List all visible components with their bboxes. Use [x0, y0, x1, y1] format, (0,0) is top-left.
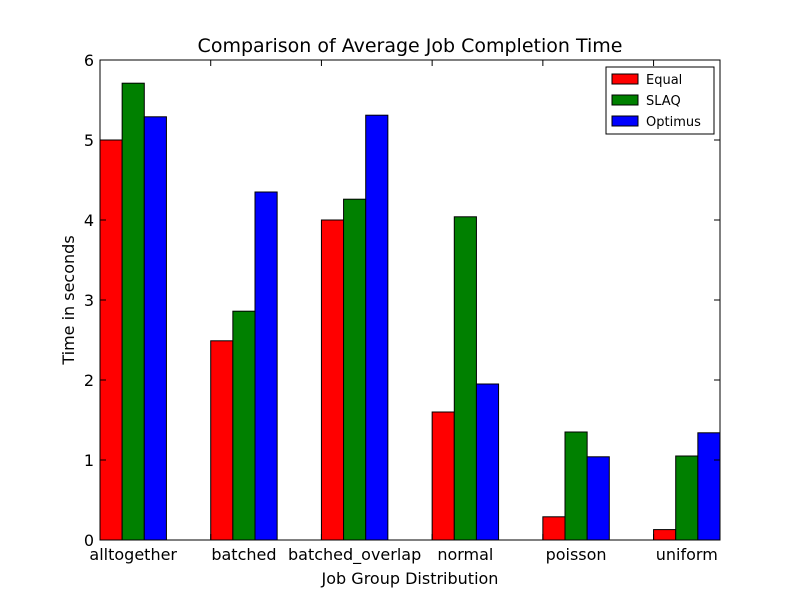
y-tick-label: 5: [84, 131, 94, 150]
bar-slaq-poisson: [564, 431, 588, 541]
y-tick-label: 6: [84, 51, 94, 70]
y-tick-label: 2: [84, 371, 94, 390]
y-axis: 0 1 2 3 4 5 6: [84, 51, 720, 550]
x-axis-label: Job Group Distribution: [321, 569, 499, 588]
bar-optimus-batched: [254, 191, 278, 541]
y-tick-label: 3: [84, 291, 94, 310]
bar-equal-poisson: [542, 516, 566, 541]
x-tick-label-batched: batched: [211, 545, 276, 564]
legend-swatch-optimus: [611, 115, 639, 127]
y-tick-label: 1: [84, 451, 94, 470]
bar-equal-batched_overlap: [320, 219, 345, 541]
bar-equal-uniform: [653, 529, 677, 541]
bars-group: [99, 82, 721, 541]
legend-label-equal: Equal: [646, 73, 682, 88]
bar-equal-batched: [210, 340, 234, 541]
bar-optimus-alltogether: [143, 116, 167, 541]
bar-optimus-poisson: [586, 456, 610, 541]
bar-optimus-normal: [475, 383, 500, 541]
bar-slaq-batched_overlap: [343, 198, 367, 541]
y-tick-label: 4: [84, 211, 94, 230]
x-axis: alltogether batched batched_overlap normal p…: [89, 60, 718, 565]
bar-slaq-batched: [232, 310, 256, 541]
y-axis-label: Time in seconds: [59, 235, 78, 365]
x-tick-label-poisson: poisson: [546, 545, 607, 564]
x-tick-label-batched_overlap: batched_overlap: [288, 545, 421, 565]
legend: Equal SLAQ Optimus: [605, 66, 715, 135]
bar-equal-normal: [431, 411, 455, 541]
bar-slaq-alltogether: [121, 82, 145, 541]
y-tick-label: 0: [84, 531, 94, 550]
bar-optimus-batched_overlap: [365, 114, 389, 541]
x-tick-label-uniform: uniform: [656, 545, 718, 564]
bar-slaq-uniform: [675, 455, 699, 541]
x-tick-label-normal: normal: [437, 545, 493, 564]
legend-label-slaq: SLAQ: [646, 94, 681, 109]
x-tick-label-alltogether: alltogether: [89, 545, 177, 564]
bar-optimus-uniform: [697, 432, 721, 541]
bar-slaq-normal: [453, 216, 477, 541]
legend-swatch-equal: [611, 73, 639, 85]
bar-equal-alltogether: [99, 139, 123, 541]
chart-title: Comparison of Average Job Completion Tim…: [198, 35, 623, 57]
legend-swatch-slaq: [611, 94, 639, 106]
legend-label-optimus: Optimus: [646, 115, 701, 130]
